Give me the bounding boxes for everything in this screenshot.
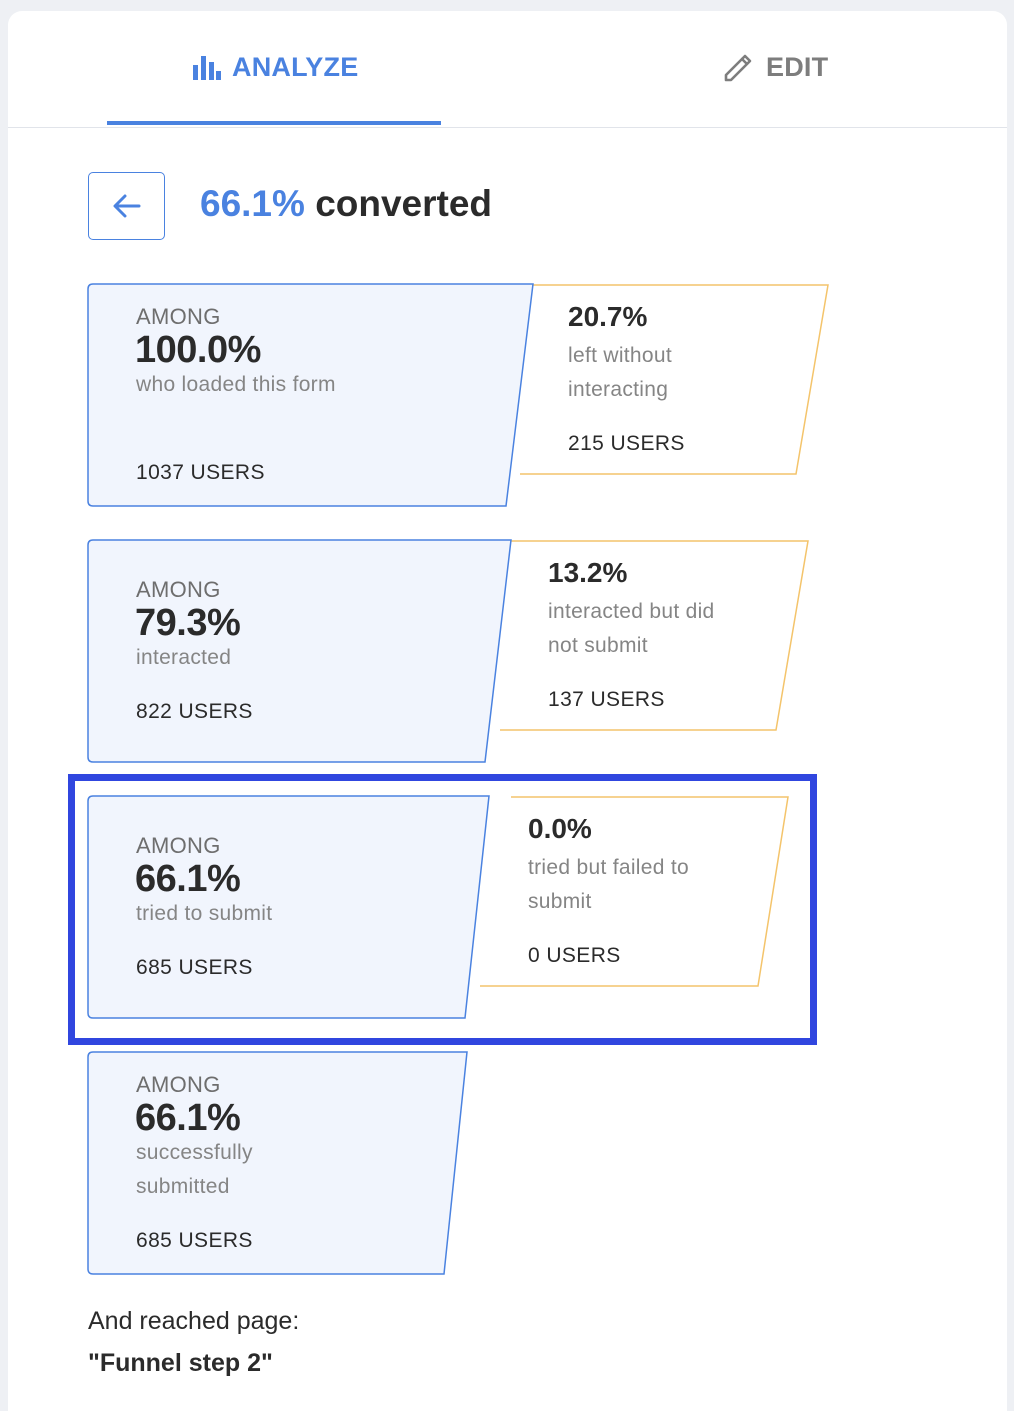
step-4-percent: 66.1%: [135, 1097, 241, 1139]
step-1-description: who loaded this form: [136, 373, 336, 396]
pencil-icon: [724, 54, 752, 82]
dropoff-3-percent: 0.0%: [528, 813, 592, 844]
step-1-among: AMONG: [136, 304, 221, 329]
dropoff-1-description: left without interacting: [568, 344, 672, 401]
step-3-percent: 66.1%: [135, 858, 241, 900]
dropoff-1-percent: 20.7%: [568, 301, 648, 332]
active-tab-indicator: [107, 121, 441, 125]
step-3-users: 685 USERS: [136, 956, 253, 979]
funnel-step-2-card: [87, 539, 512, 763]
funnel-step-3-card: [87, 795, 490, 1019]
analytics-panel: ANALYZE EDIT 66.1% converted AMONG 100.0…: [8, 11, 1007, 1411]
dropoff-2-percent: 13.2%: [548, 557, 628, 588]
dropoff-3-users: 0 USERS: [528, 944, 621, 967]
dropoff-2-border: [500, 540, 809, 731]
step-3-description: tried to submit: [136, 902, 273, 925]
funnel: AMONG 100.0% who loaded this form 1037 U…: [8, 11, 1007, 1409]
funnel-step-3-shape: [87, 795, 789, 1019]
page-title: 66.1% converted: [200, 183, 492, 225]
arrow-left-icon: [113, 194, 140, 218]
tab-edit[interactable]: EDIT: [722, 47, 828, 87]
funnel-step-2-shape: [87, 539, 809, 763]
funnel-step-1-card: [87, 283, 534, 507]
step-1-percent: 100.0%: [135, 329, 261, 371]
step-4-among: AMONG: [136, 1072, 221, 1097]
step-2-among: AMONG: [136, 577, 221, 602]
step-2-users: 822 USERS: [136, 700, 253, 723]
dropoff-2-users: 137 USERS: [548, 688, 665, 711]
reached-page-name: "Funnel step 2": [88, 1349, 273, 1377]
tab-analyze[interactable]: ANALYZE: [193, 47, 358, 87]
dropoff-1-border: [520, 284, 829, 475]
step-3-among: AMONG: [136, 833, 221, 858]
tab-bar: ANALYZE EDIT: [8, 11, 1007, 128]
funnel-step-4-card: [87, 1051, 468, 1275]
back-button[interactable]: [88, 172, 165, 240]
step-2-percent: 79.3%: [135, 602, 241, 644]
step-4-description: successfully submitted: [136, 1141, 253, 1198]
bar-chart-icon: [193, 56, 221, 80]
conversion-label: converted: [315, 183, 493, 224]
step-2-description: interacted: [136, 646, 232, 669]
tab-edit-label: EDIT: [766, 51, 829, 82]
reached-page-label: And reached page:: [88, 1307, 300, 1335]
dropoff-2-description: interacted but did not submit: [548, 600, 715, 657]
tab-analyze-label: ANALYZE: [232, 51, 359, 82]
dropoff-3-border: [480, 796, 789, 987]
step-4-users: 685 USERS: [136, 1229, 253, 1252]
funnel-step-1-shape: [87, 283, 829, 507]
dropoff-1-users: 215 USERS: [568, 432, 685, 455]
dropoff-3-description: tried but failed to submit: [528, 856, 689, 913]
funnel-step-4-shape: [87, 1051, 468, 1275]
step-1-users: 1037 USERS: [136, 461, 265, 484]
conversion-rate: 66.1%: [200, 183, 305, 224]
highlight-frame: [68, 774, 817, 1045]
